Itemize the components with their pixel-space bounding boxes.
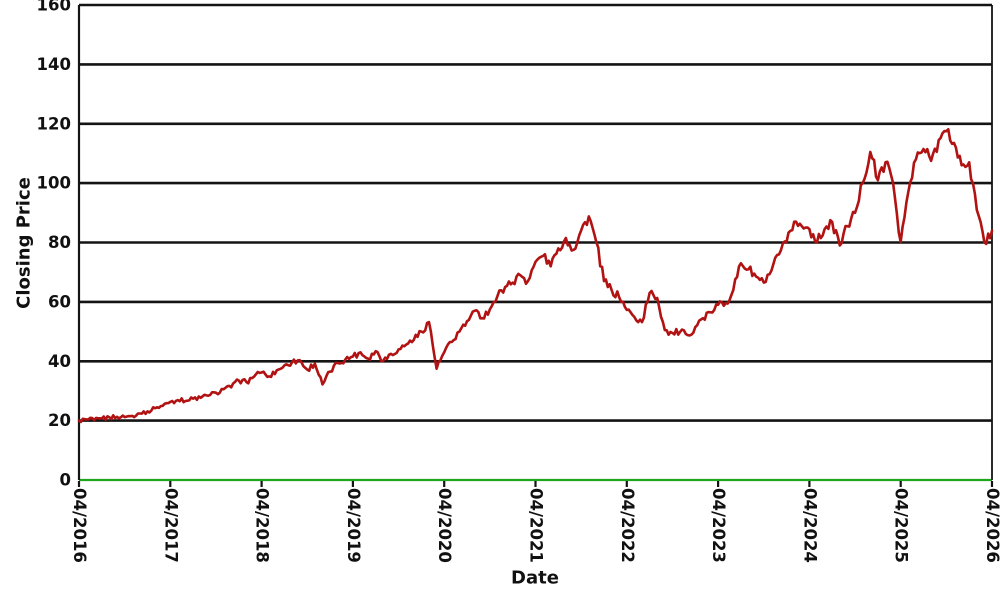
x-axis-title: Date	[511, 567, 559, 589]
x-axis-ticks: 04/2016 04/2017 04/2018 04/2019 04/2020 04/20…	[70, 481, 1000, 563]
x-tick-label: 04/2020	[435, 488, 454, 563]
y-tick-label: 80	[48, 233, 71, 252]
y-tick-label: 160	[37, 0, 71, 15]
x-tick-label: 04/2019	[344, 488, 363, 563]
y-tick-label: 100	[37, 174, 71, 193]
x-tick-label: 04/2023	[709, 488, 728, 563]
x-tick-label: 04/2026	[983, 488, 1000, 563]
y-axis-ticks: 0 20 40 60 80 100 120 140 160	[37, 0, 71, 490]
y-tick-label: 140	[37, 55, 71, 74]
x-tick-label: 04/2021	[527, 488, 546, 563]
y-tick-label: 0	[60, 471, 71, 490]
y-tick-label: 60	[48, 292, 71, 311]
x-tick-label: 04/2022	[618, 488, 637, 563]
y-tick-label: 40	[48, 352, 71, 371]
closing-price-line	[77, 128, 994, 424]
axes	[77, 5, 993, 480]
x-tick-label: 04/2025	[892, 488, 911, 563]
y-tick-label: 20	[48, 411, 71, 430]
x-tick-label: 04/2017	[161, 488, 180, 563]
x-tick-label: 04/2016	[70, 488, 89, 563]
gridlines	[79, 3, 992, 482]
x-tick-label: 04/2018	[253, 488, 272, 563]
x-tick-label: 04/2024	[800, 488, 819, 563]
y-tick-label: 120	[37, 114, 71, 133]
y-axis-title: Closing Price	[13, 177, 35, 309]
